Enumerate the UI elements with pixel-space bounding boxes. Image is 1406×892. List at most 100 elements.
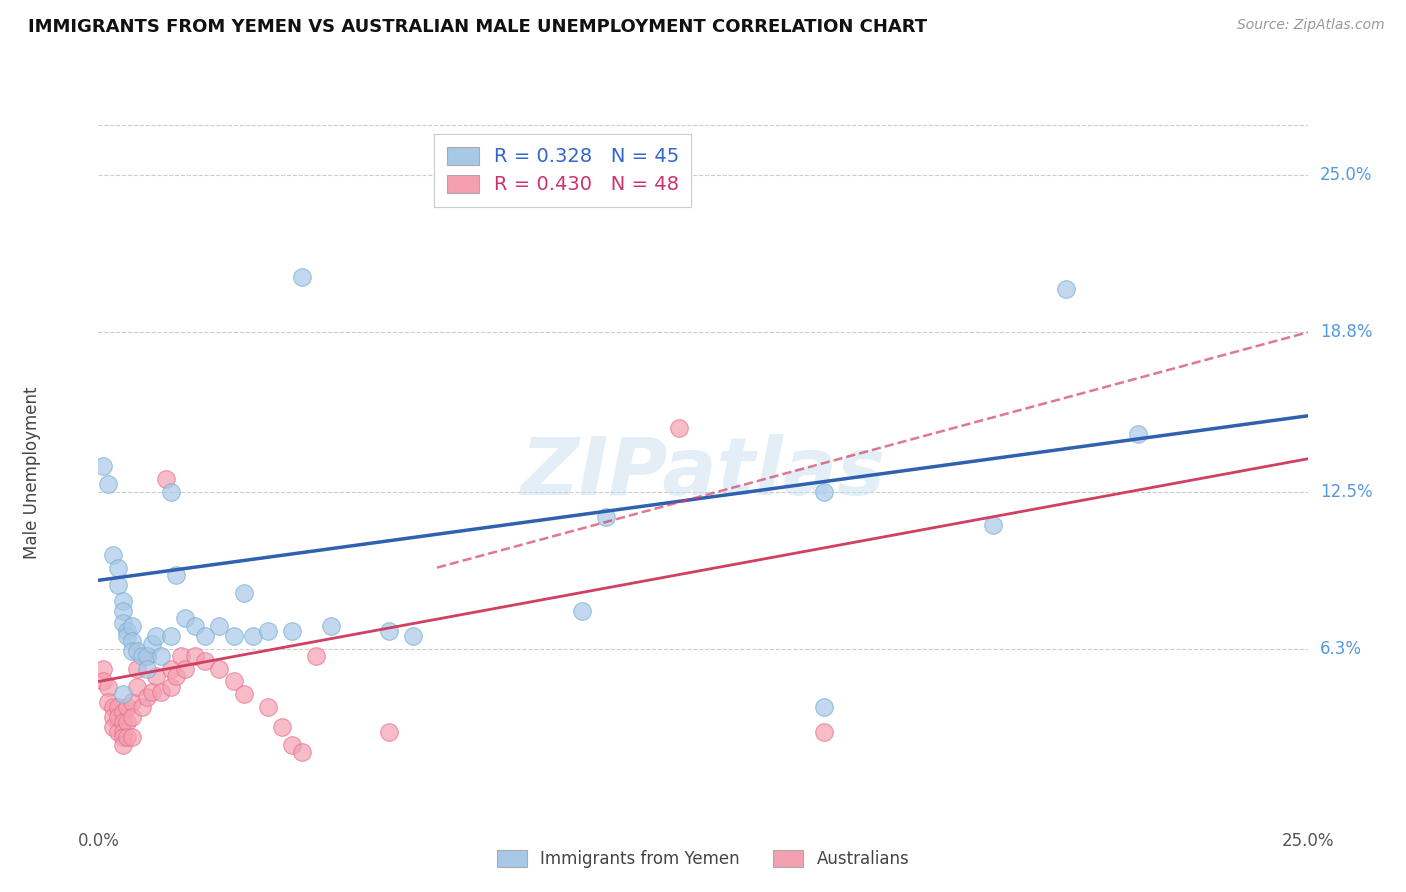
Point: [117, 714, 139, 729]
Point: [117, 730, 139, 744]
Point: [232, 687, 254, 701]
Text: IMMIGRANTS FROM YEMEN VS AUSTRALIAN MALE UNEMPLOYMENT CORRELATION CHART: IMMIGRANTS FROM YEMEN VS AUSTRALIAN MALE…: [28, 18, 927, 36]
Point: [981, 517, 1004, 532]
Point: [117, 699, 139, 714]
Point: [145, 629, 167, 643]
Text: Source: ZipAtlas.com: Source: ZipAtlas.com: [1237, 18, 1385, 32]
Point: [135, 649, 157, 664]
Point: [595, 510, 617, 524]
Point: [281, 738, 304, 752]
Point: [208, 619, 231, 633]
Point: [107, 560, 129, 574]
Point: [91, 662, 114, 676]
Point: [1054, 282, 1077, 296]
Text: 18.8%: 18.8%: [1320, 323, 1372, 342]
Point: [101, 548, 124, 562]
Point: [256, 699, 278, 714]
Text: 25.0%: 25.0%: [1320, 167, 1372, 185]
Point: [165, 568, 187, 582]
Point: [184, 649, 207, 664]
Point: [184, 619, 207, 633]
Point: [97, 695, 120, 709]
Point: [117, 624, 139, 638]
Point: [91, 459, 114, 474]
Point: [160, 484, 183, 499]
Point: [141, 636, 163, 650]
Point: [281, 624, 304, 638]
Point: [271, 720, 294, 734]
Point: [571, 604, 593, 618]
Point: [111, 604, 134, 618]
Point: [290, 269, 312, 284]
Point: [91, 674, 114, 689]
Point: [121, 710, 143, 724]
Point: [117, 629, 139, 643]
Point: [174, 662, 197, 676]
Point: [101, 720, 124, 734]
Point: [121, 695, 143, 709]
Point: [169, 649, 191, 664]
Point: [127, 662, 149, 676]
Point: [160, 662, 183, 676]
Legend: Immigrants from Yemen, Australians: Immigrants from Yemen, Australians: [491, 843, 915, 875]
Point: [222, 629, 245, 643]
Point: [97, 680, 120, 694]
Point: [107, 578, 129, 592]
Text: Male Unemployment: Male Unemployment: [22, 386, 41, 559]
Point: [813, 699, 835, 714]
Point: [111, 687, 134, 701]
Point: [155, 472, 177, 486]
Point: [377, 725, 399, 739]
Point: [101, 699, 124, 714]
Point: [150, 649, 173, 664]
Point: [290, 745, 312, 759]
Point: [232, 586, 254, 600]
Point: [256, 624, 278, 638]
Point: [145, 669, 167, 683]
Point: [1128, 426, 1150, 441]
Point: [135, 662, 157, 676]
Point: [121, 730, 143, 744]
Point: [101, 710, 124, 724]
Point: [242, 629, 264, 643]
Point: [111, 593, 134, 607]
Point: [127, 644, 149, 658]
Point: [111, 730, 134, 744]
Point: [111, 714, 134, 729]
Point: [121, 619, 143, 633]
Point: [111, 705, 134, 719]
Point: [402, 629, 425, 643]
Text: 6.3%: 6.3%: [1320, 640, 1361, 657]
Point: [813, 725, 835, 739]
Point: [165, 669, 187, 683]
Point: [141, 684, 163, 698]
Legend: R = 0.328   N = 45, R = 0.430   N = 48: R = 0.328 N = 45, R = 0.430 N = 48: [434, 134, 692, 207]
Point: [107, 710, 129, 724]
Point: [668, 421, 690, 435]
Point: [111, 725, 134, 739]
Point: [160, 680, 183, 694]
Point: [222, 674, 245, 689]
Point: [813, 484, 835, 499]
Point: [194, 654, 217, 668]
Point: [174, 611, 197, 625]
Point: [194, 629, 217, 643]
Point: [121, 634, 143, 648]
Point: [121, 644, 143, 658]
Point: [111, 738, 134, 752]
Point: [305, 649, 328, 664]
Point: [319, 619, 342, 633]
Point: [111, 616, 134, 631]
Point: [208, 662, 231, 676]
Point: [135, 690, 157, 704]
Text: 12.5%: 12.5%: [1320, 483, 1372, 500]
Point: [107, 725, 129, 739]
Point: [97, 477, 120, 491]
Point: [107, 699, 129, 714]
Point: [135, 649, 157, 664]
Point: [127, 680, 149, 694]
Point: [377, 624, 399, 638]
Point: [150, 684, 173, 698]
Point: [131, 649, 153, 664]
Point: [131, 699, 153, 714]
